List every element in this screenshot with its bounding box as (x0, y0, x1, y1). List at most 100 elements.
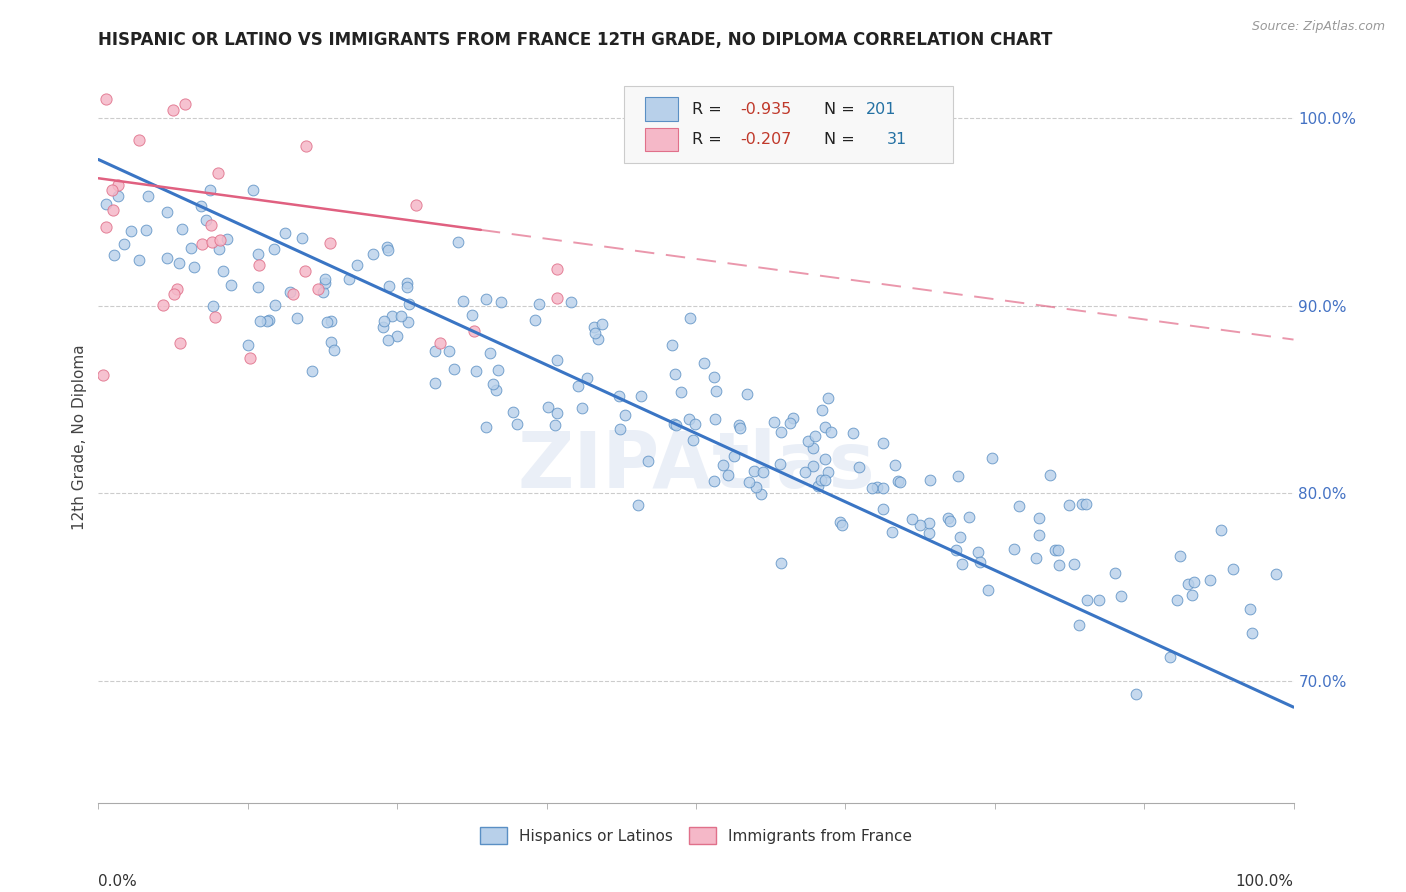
Point (831, 518, 853, 533)
Point (957, 510, 980, 524)
Point (811, 402, 834, 417)
Point (683, 417, 706, 431)
Point (735, 386, 758, 401)
Point (202, 299, 225, 313)
Point (918, 525, 941, 540)
Point (669, 385, 692, 400)
Point (396, 315, 419, 329)
Point (575, 371, 598, 385)
Point (209, 233, 232, 247)
Point (546, 261, 568, 276)
Point (744, 480, 766, 494)
Point (752, 465, 775, 479)
Point (107, 188, 129, 202)
Point (506, 417, 529, 431)
Point (679, 311, 702, 326)
Point (183, 260, 205, 274)
Point (423, 376, 446, 390)
Point (661, 338, 683, 352)
Point (1043, 543, 1066, 558)
Point (103, 248, 125, 262)
Point (312, 285, 335, 299)
Point (1039, 468, 1062, 483)
Point (848, 459, 870, 474)
Point (609, 422, 631, 436)
Point (872, 436, 894, 450)
Point (278, 285, 301, 299)
Point (482, 377, 505, 392)
Point (1069, 618, 1091, 632)
Point (373, 320, 395, 334)
Point (769, 425, 792, 439)
Point (318, 235, 340, 250)
Text: -0.207: -0.207 (740, 132, 792, 147)
Point (463, 324, 485, 338)
Point (387, 329, 409, 343)
Point (664, 417, 686, 431)
Point (702, 474, 724, 488)
Point (908, 518, 931, 533)
Point (945, 542, 967, 557)
Point (314, 272, 336, 286)
Point (195, 213, 218, 227)
Point (263, 242, 285, 256)
Point (377, 333, 399, 347)
Point (704, 412, 727, 426)
Point (950, 557, 973, 571)
Point (398, 297, 420, 311)
Point (860, 481, 883, 495)
Point (768, 458, 790, 472)
Point (936, 510, 959, 524)
Point (544, 417, 567, 432)
Point (169, 336, 191, 351)
FancyBboxPatch shape (644, 97, 678, 120)
Point (1025, 550, 1047, 565)
Point (571, 401, 593, 415)
Point (212, 263, 235, 277)
Point (872, 481, 894, 495)
Point (1181, 588, 1204, 602)
Point (429, 336, 451, 351)
Point (1241, 625, 1264, 640)
Point (546, 353, 568, 368)
Point (425, 344, 447, 359)
Text: 0.0%: 0.0% (98, 874, 138, 889)
Point (1028, 528, 1050, 542)
Point (814, 420, 837, 434)
Point (591, 318, 613, 332)
Point (918, 516, 941, 530)
Point (882, 525, 904, 540)
Point (443, 361, 465, 376)
Point (948, 530, 970, 544)
Y-axis label: 12th Grade, No Diploma: 12th Grade, No Diploma (72, 344, 87, 530)
Point (283, 286, 305, 301)
Point (94, 93, 117, 107)
Text: ZIPAtlas: ZIPAtlas (517, 428, 875, 504)
Point (215, 232, 238, 246)
Point (889, 475, 911, 489)
Point (966, 545, 988, 559)
Point (883, 458, 905, 472)
Point (200, 218, 222, 232)
Point (128, 133, 150, 147)
Point (238, 338, 260, 352)
Point (817, 465, 839, 479)
Point (478, 346, 501, 360)
Point (1071, 497, 1094, 511)
Point (489, 295, 512, 310)
Point (378, 279, 401, 293)
Point (946, 469, 969, 483)
Point (204, 310, 226, 325)
Point (1182, 575, 1205, 590)
Point (256, 313, 278, 327)
Point (1104, 566, 1126, 580)
Point (797, 434, 820, 448)
Point (1168, 549, 1191, 563)
Point (322, 343, 344, 358)
Point (1264, 566, 1286, 581)
Text: N =: N = (824, 102, 859, 117)
Point (1008, 500, 1031, 514)
Point (207, 166, 229, 180)
Text: HISPANIC OR LATINO VS IMMIGRANTS FROM FRANCE 12TH GRADE, NO DIPLOMA CORRELATION : HISPANIC OR LATINO VS IMMIGRANTS FROM FR… (98, 31, 1053, 49)
Point (1076, 593, 1098, 607)
